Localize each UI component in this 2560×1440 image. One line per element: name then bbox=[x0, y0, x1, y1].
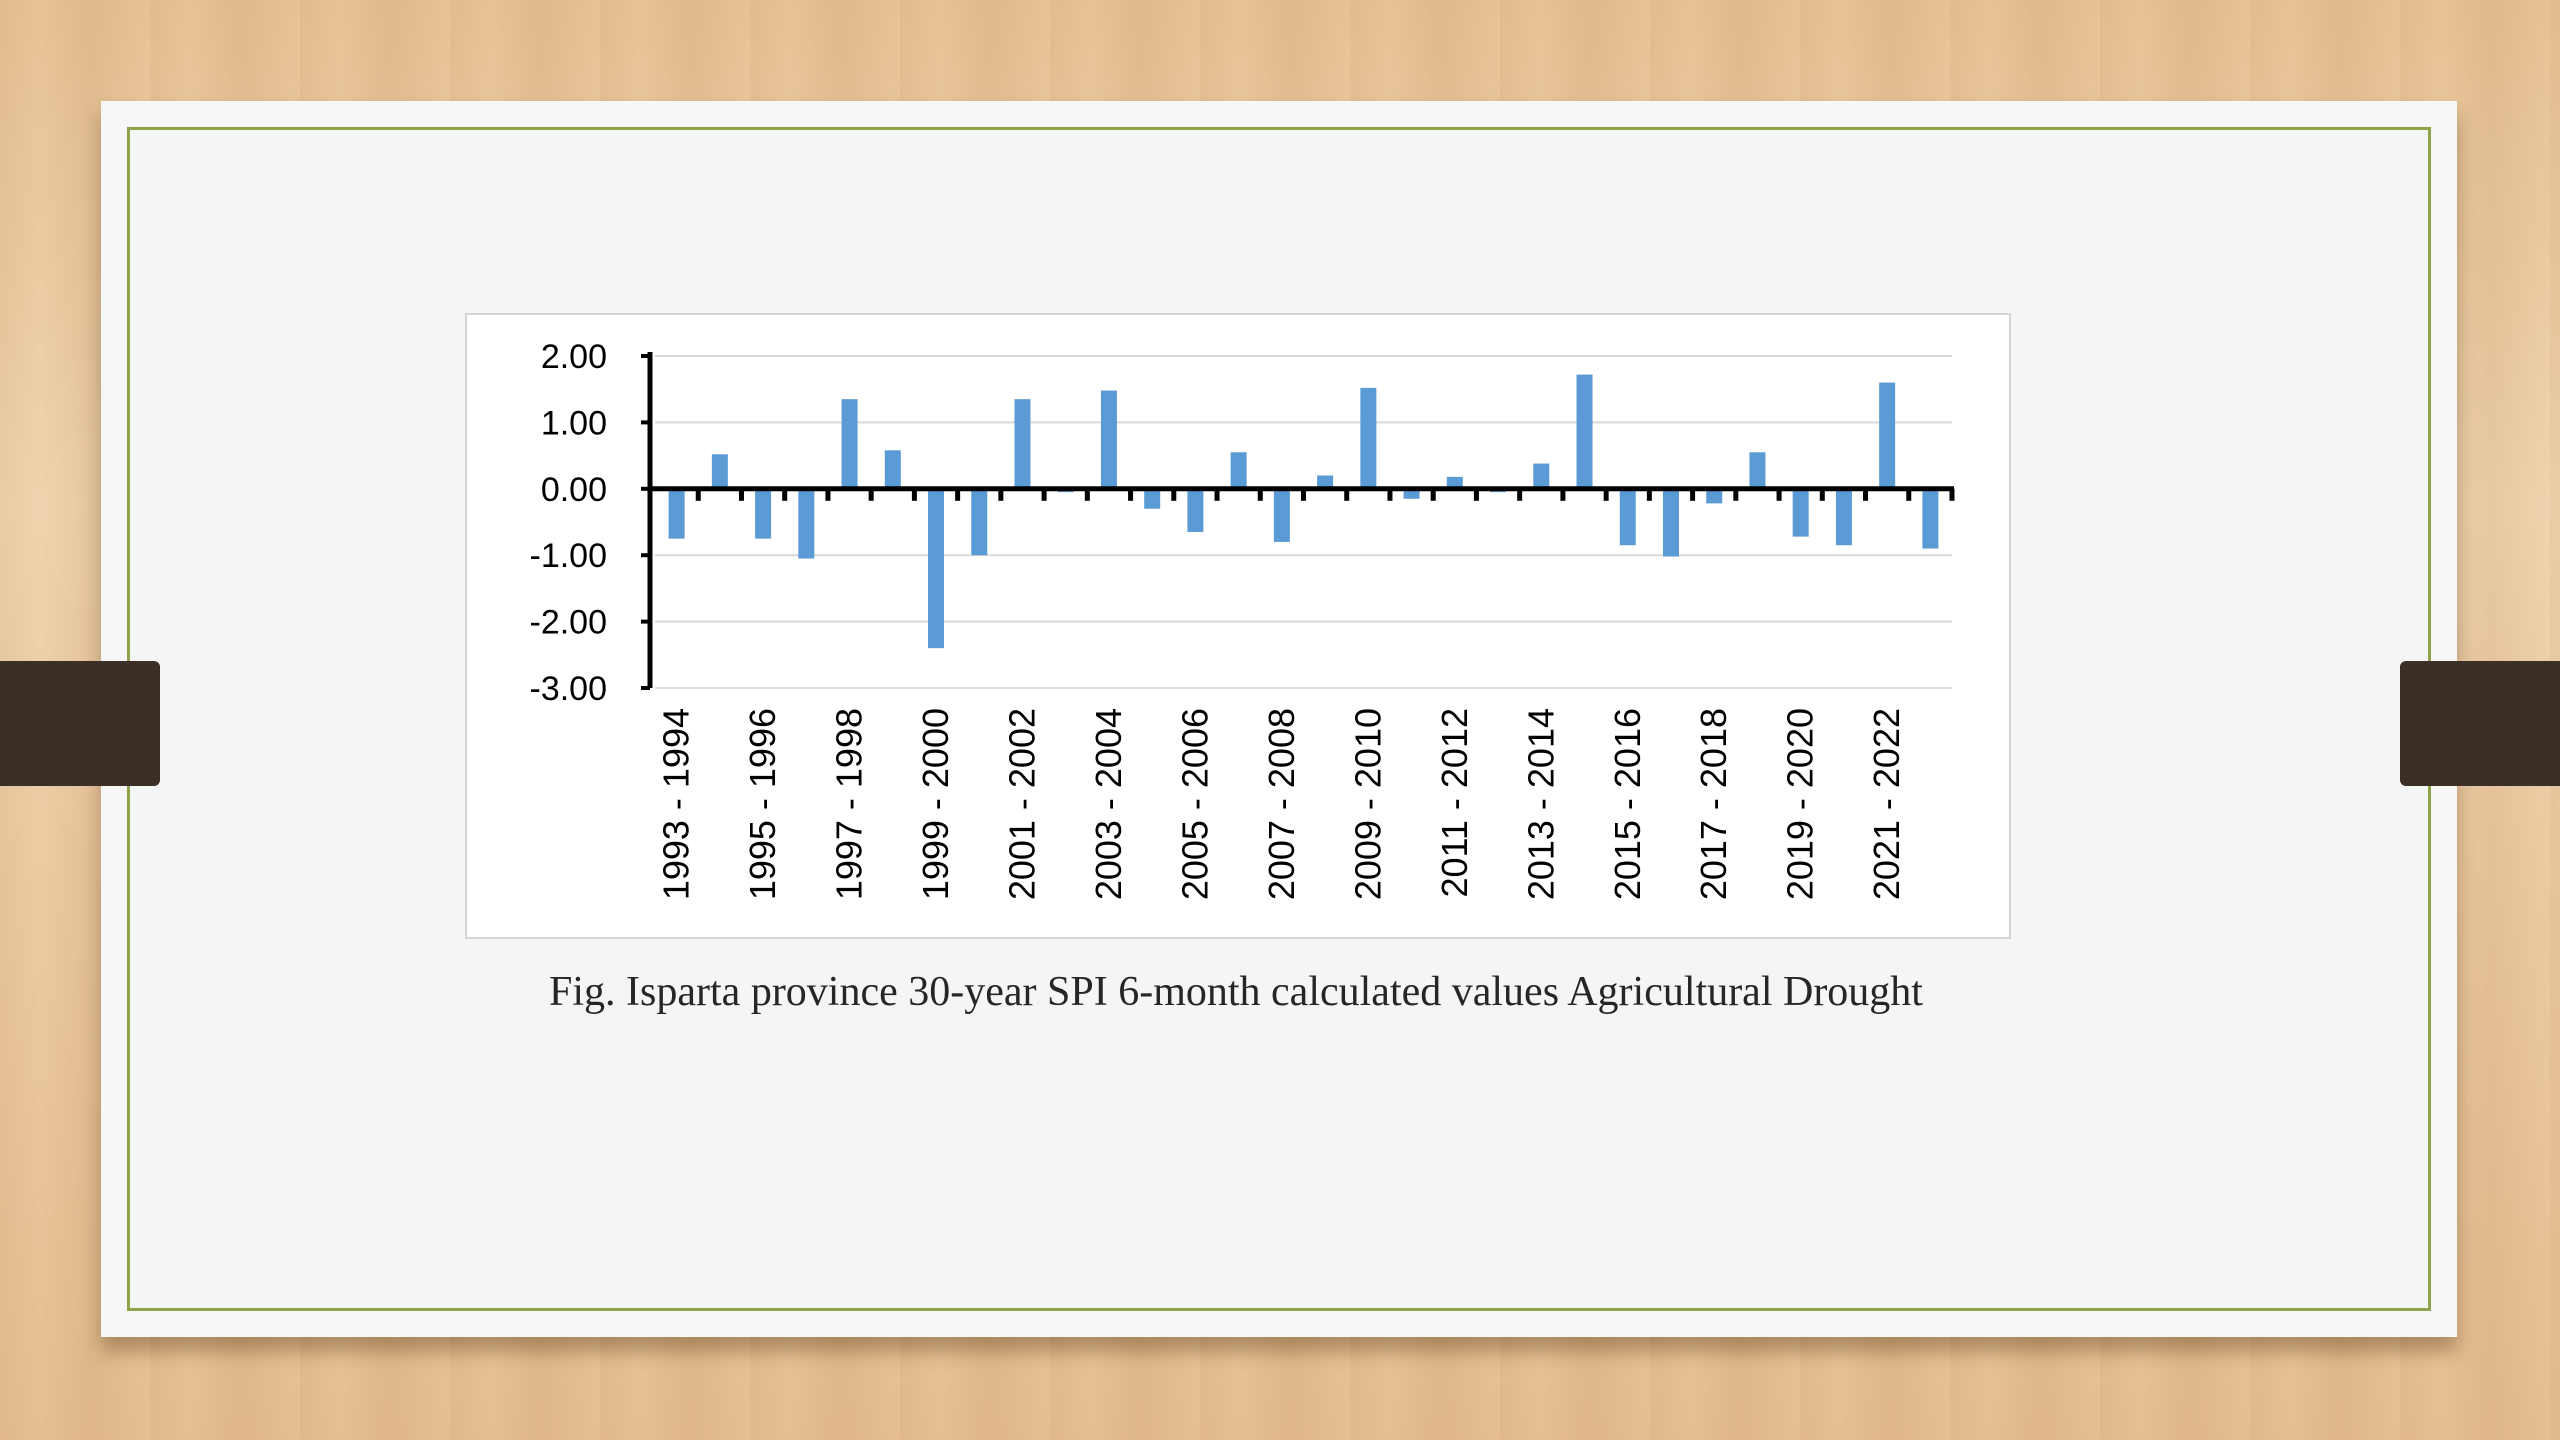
bar bbox=[668, 488, 685, 539]
bar bbox=[1230, 452, 1247, 489]
x-tick-label: 1999 - 2000 bbox=[915, 708, 956, 900]
y-tick-label: -2.00 bbox=[530, 604, 608, 642]
y-tick-label: 0.00 bbox=[541, 471, 607, 509]
bar bbox=[1317, 475, 1334, 489]
x-tick-label: 2019 - 2020 bbox=[1780, 708, 1821, 900]
bar bbox=[1662, 488, 1679, 557]
bar bbox=[1014, 399, 1031, 489]
figure-caption: Fig. Isparta province 30-year SPI 6-mont… bbox=[549, 969, 1923, 1015]
x-tick-label: 2005 - 2006 bbox=[1174, 708, 1215, 900]
x-tick-label: 2015 - 2016 bbox=[1607, 708, 1648, 900]
right-clip bbox=[2400, 661, 2560, 786]
bar bbox=[755, 488, 772, 539]
x-tick-label: 2001 - 2002 bbox=[1001, 708, 1042, 900]
bar bbox=[1576, 374, 1593, 489]
y-tick-label: -1.00 bbox=[530, 537, 608, 575]
bar bbox=[1273, 488, 1290, 542]
bar bbox=[1100, 390, 1117, 489]
bar bbox=[1403, 488, 1420, 499]
bar bbox=[1187, 488, 1204, 532]
bar bbox=[928, 488, 945, 649]
x-tick-label: 2013 - 2014 bbox=[1520, 708, 1561, 900]
bar bbox=[1533, 463, 1550, 489]
bar bbox=[884, 450, 901, 489]
bar bbox=[1619, 488, 1636, 546]
bar bbox=[798, 488, 815, 559]
bar bbox=[971, 488, 988, 556]
bar bbox=[1706, 488, 1723, 504]
bar bbox=[841, 399, 858, 489]
x-tick-label: 1997 - 1998 bbox=[829, 708, 870, 900]
bar bbox=[1144, 488, 1161, 509]
x-tick-label: 1995 - 1996 bbox=[742, 708, 783, 900]
bar bbox=[1879, 382, 1896, 489]
left-clip bbox=[0, 661, 160, 786]
chart-area: 2.00 1.00 0.00 -1.00 -2.00 -3.00 1993 - 1994 19… bbox=[465, 313, 2011, 939]
y-tick-label: 2.00 bbox=[541, 338, 607, 376]
bar bbox=[1360, 387, 1377, 489]
bar bbox=[711, 454, 728, 489]
y-tick-label: 1.00 bbox=[541, 404, 607, 442]
y-tick-label: -3.00 bbox=[530, 670, 608, 708]
x-tick-label: 2009 - 2010 bbox=[1347, 708, 1388, 900]
x-tick-label: 1993 - 1994 bbox=[656, 708, 697, 900]
x-tick-label: 2017 - 2018 bbox=[1693, 708, 1734, 900]
bar bbox=[1835, 488, 1852, 546]
bar bbox=[1922, 488, 1939, 549]
x-tick-label: 2003 - 2004 bbox=[1088, 708, 1129, 900]
bar bbox=[1792, 488, 1809, 537]
x-tick-label: 2007 - 2008 bbox=[1261, 708, 1302, 900]
spi-bar-chart: 2.00 1.00 0.00 -1.00 -2.00 -3.00 1993 - 1994 19… bbox=[530, 338, 1955, 900]
x-tick-label: 2021 - 2022 bbox=[1866, 708, 1907, 900]
x-tick-label: 2011 - 2012 bbox=[1434, 708, 1475, 898]
bar bbox=[1749, 452, 1766, 489]
bar bbox=[1446, 476, 1463, 489]
